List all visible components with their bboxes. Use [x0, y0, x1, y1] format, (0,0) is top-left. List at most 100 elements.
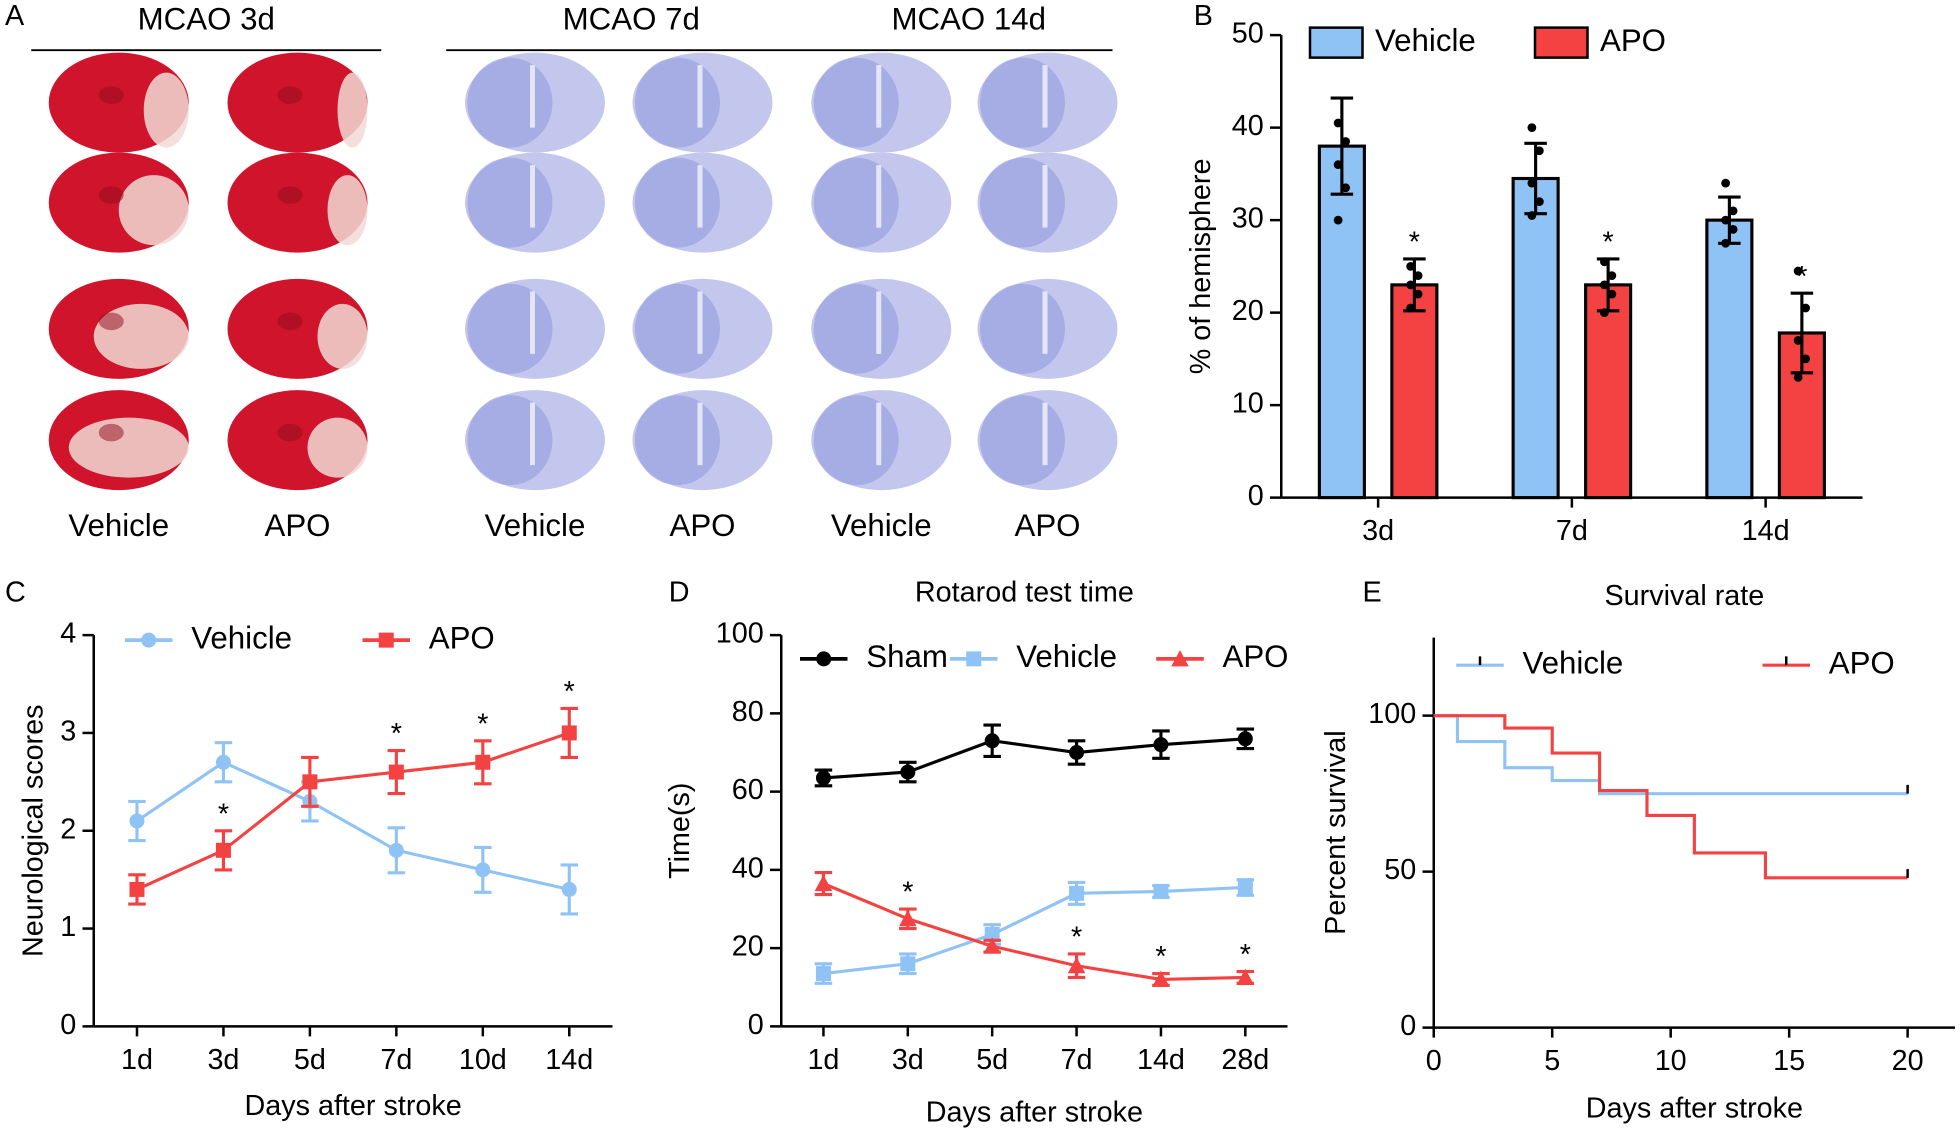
data-point — [1728, 206, 1738, 216]
data-point — [1535, 146, 1544, 156]
marker — [984, 733, 1000, 749]
y-tick-label: 40 — [732, 852, 764, 884]
stained-area — [813, 57, 899, 148]
stained-area — [980, 283, 1065, 374]
series-line — [822, 882, 1246, 981]
marker — [1153, 883, 1169, 899]
data-point — [1721, 215, 1730, 225]
marker — [561, 725, 577, 741]
y-tick-label: 10 — [1232, 388, 1264, 420]
marker — [1067, 956, 1086, 974]
bar — [1511, 176, 1560, 500]
marker — [966, 651, 982, 667]
marker — [302, 774, 318, 790]
data-point — [1406, 262, 1415, 271]
legend-label: APO — [1829, 645, 1895, 680]
y-tick-label: 30 — [1232, 203, 1264, 235]
marker — [141, 632, 157, 648]
column-label: Vehicle — [485, 508, 586, 543]
stained-area — [635, 57, 720, 148]
x-tick-label: 0 — [1426, 1045, 1442, 1077]
significance: * — [564, 676, 575, 708]
y-tick-label: 4 — [60, 618, 76, 650]
x-tick-label: 3d — [1362, 515, 1394, 547]
ventricle — [98, 86, 124, 104]
ventricle — [98, 186, 124, 204]
panel-label: E — [1363, 576, 1382, 608]
x-tick-label: 28d — [1221, 1044, 1269, 1076]
stained-area — [467, 57, 553, 148]
significance: * — [1071, 922, 1082, 954]
x-tick-label: 1d — [807, 1044, 839, 1076]
infarct-area — [327, 175, 368, 246]
series-line — [823, 737, 1246, 780]
marker — [1069, 885, 1085, 901]
stained-area — [467, 283, 553, 374]
infarct-area — [68, 417, 189, 478]
data-point — [1600, 308, 1609, 317]
x-tick-label: 5d — [294, 1044, 326, 1076]
y-tick-label: 3 — [60, 716, 76, 748]
x-tick-label: 14d — [545, 1044, 593, 1076]
y-tick-label: 100 — [1368, 698, 1416, 730]
marker — [1237, 879, 1253, 895]
y-tick-label: 60 — [732, 774, 764, 806]
ventricle — [98, 312, 124, 331]
x-tick-label: 1d — [121, 1044, 153, 1076]
marker — [1152, 970, 1170, 987]
significance: * — [1409, 227, 1420, 259]
y-axis-label: Neurological scores — [18, 705, 50, 957]
brain-section — [227, 52, 368, 153]
legend-label: Vehicle — [1375, 23, 1476, 58]
y-tick-label: 50 — [1384, 854, 1416, 886]
y-axis-label: Percent survival — [1320, 730, 1352, 935]
significance: * — [1796, 261, 1807, 293]
bar — [1705, 218, 1754, 500]
marker — [1153, 737, 1169, 753]
marker — [215, 754, 231, 770]
stained-area — [813, 395, 899, 486]
data-point — [1535, 197, 1544, 206]
data-point — [1801, 354, 1810, 364]
marker — [378, 632, 394, 648]
x-tick-label: 5d — [976, 1044, 1008, 1076]
infarct-area — [317, 303, 368, 369]
y-tick-label: 40 — [1232, 110, 1264, 142]
y-tick-label: 100 — [716, 618, 764, 650]
series-line — [136, 731, 570, 891]
data-point — [1406, 280, 1415, 290]
legend-swatch — [1308, 26, 1364, 59]
data-point — [1793, 266, 1803, 276]
x-tick-label: 5 — [1544, 1045, 1560, 1077]
legend-swatch — [1533, 26, 1589, 59]
marker — [900, 956, 916, 972]
y-tick-label: 0 — [1400, 1010, 1416, 1042]
survival-curve — [1433, 714, 1908, 880]
marker — [816, 651, 832, 667]
significance: * — [1155, 941, 1166, 973]
series-line — [823, 885, 1246, 976]
marker — [1069, 745, 1085, 760]
stained-area — [980, 157, 1065, 248]
ventricle — [277, 86, 303, 104]
marker — [475, 754, 491, 770]
y-tick-label: 80 — [732, 696, 764, 728]
data-point — [1527, 123, 1537, 132]
data-point — [1333, 118, 1343, 128]
series-line — [136, 760, 570, 891]
x-axis-label: Days after stroke — [1586, 1093, 1803, 1125]
infarct-area — [307, 417, 368, 478]
bar — [1390, 283, 1439, 500]
stained-area — [980, 395, 1065, 486]
x-tick-label: 3d — [892, 1044, 924, 1076]
x-tick-label: 7d — [1556, 515, 1588, 547]
marker — [129, 881, 145, 897]
x-tick-label: 14d — [1742, 515, 1790, 547]
data-point — [1406, 303, 1415, 313]
column-label: APO — [1015, 508, 1081, 543]
data-point — [1333, 160, 1343, 170]
significance: * — [391, 718, 402, 750]
x-tick-label: 10d — [459, 1044, 507, 1076]
marker — [1171, 650, 1189, 667]
